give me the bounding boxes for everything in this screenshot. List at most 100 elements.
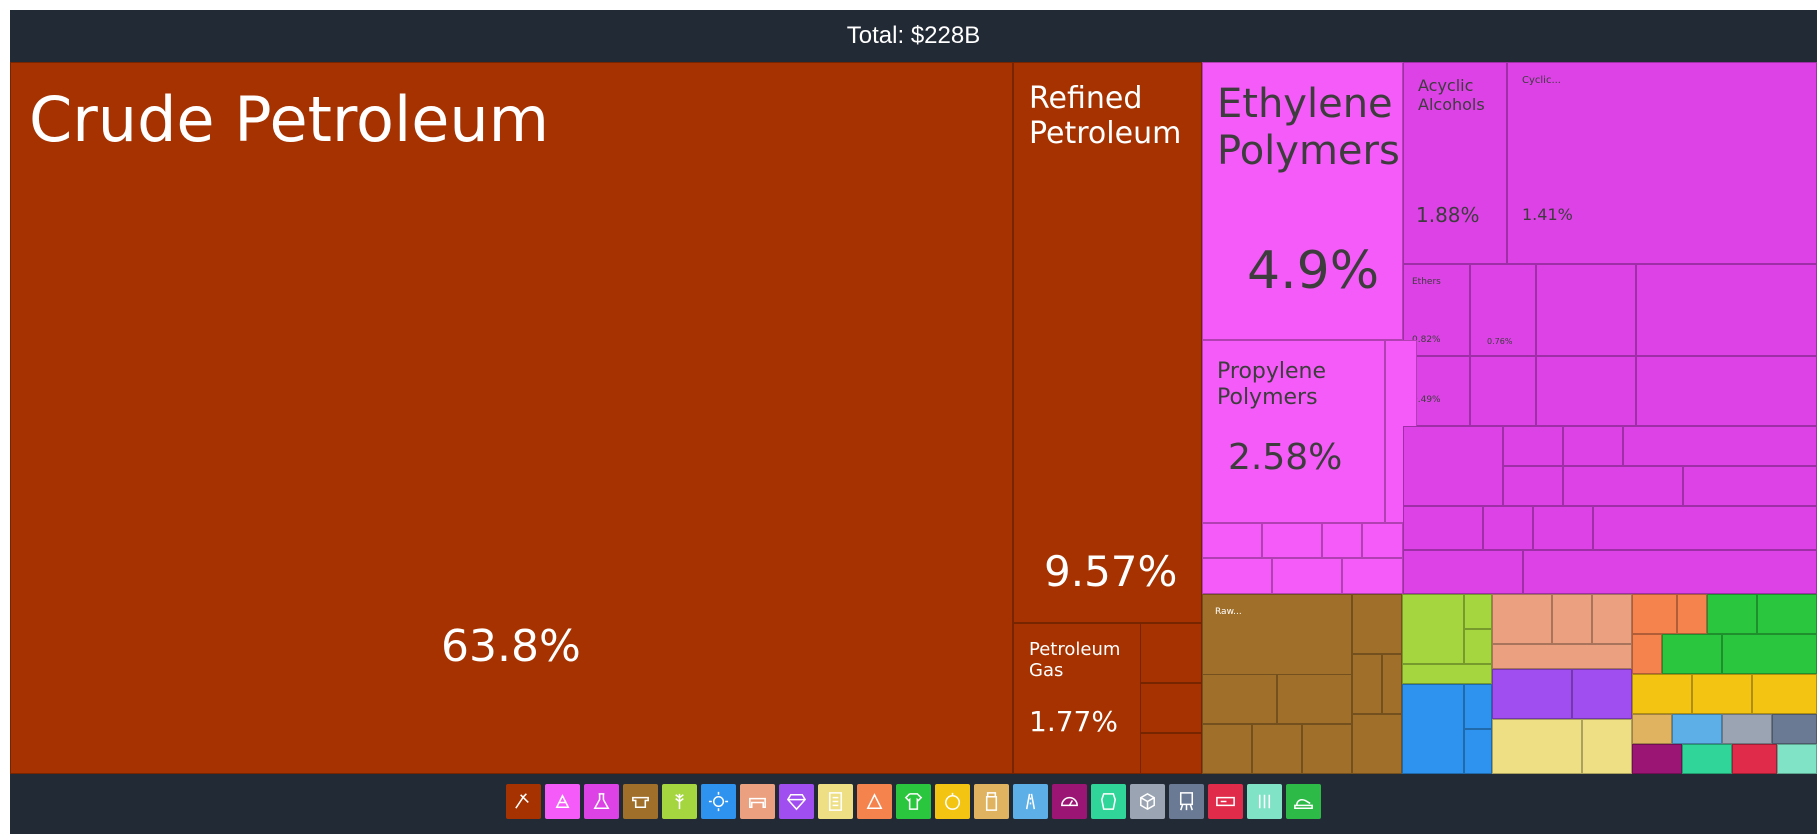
chemical-products-icon[interactable] [584, 784, 619, 819]
stone-glass-icon[interactable] [857, 784, 892, 819]
wood-products-icon[interactable] [974, 784, 1009, 819]
arts-antiques-icon[interactable] [1169, 784, 1204, 819]
precious-metals-icon[interactable] [779, 784, 814, 819]
treemap-tile[interactable] [1202, 523, 1262, 558]
treemap-tile[interactable] [1403, 550, 1523, 594]
vegetable-products-icon[interactable] [662, 784, 697, 819]
treemap-tile[interactable] [1302, 724, 1352, 774]
treemap-tile[interactable] [1707, 594, 1757, 634]
treemap-tile[interactable] [1464, 594, 1492, 629]
treemap-tile[interactable] [1382, 654, 1402, 714]
treemap-tile[interactable] [1772, 714, 1817, 744]
treemap-tile[interactable] [1572, 669, 1632, 719]
plastics-rubbers-icon[interactable] [545, 784, 580, 819]
treemap-tile[interactable] [1503, 466, 1563, 506]
treemap-tile[interactable] [1402, 664, 1492, 684]
treemap-tile[interactable] [1682, 744, 1732, 774]
treemap-tile[interactable] [1632, 634, 1662, 674]
treemap-tile[interactable] [1503, 426, 1563, 466]
treemap-tile[interactable] [1533, 506, 1593, 550]
treemap-tile[interactable] [1582, 719, 1632, 774]
treemap-tile[interactable] [1464, 629, 1492, 664]
metals-icon[interactable] [623, 784, 658, 819]
treemap-tile[interactable] [1662, 634, 1722, 674]
textiles-icon[interactable] [896, 784, 931, 819]
treemap-tile[interactable] [1362, 523, 1403, 558]
treemap-tile[interactable] [1202, 674, 1277, 724]
treemap-tile[interactable] [1464, 729, 1492, 774]
treemap-tile[interactable] [1593, 506, 1817, 550]
treemap-tile[interactable] [1272, 558, 1342, 594]
treemap-tile[interactable] [1632, 714, 1672, 744]
treemap-tile[interactable] [1563, 466, 1683, 506]
treemap-tile[interactable] [1632, 594, 1677, 634]
treemap-tile[interactable] [1492, 644, 1632, 669]
animal-vegetable-bi-products-icon[interactable] [1247, 784, 1282, 819]
treemap-tile[interactable] [1262, 523, 1322, 558]
treemap-tile[interactable]: 0.76% [1470, 264, 1536, 356]
treemap-tile[interactable] [1777, 744, 1817, 774]
treemap-tile[interactable] [1352, 594, 1402, 654]
treemap-tile[interactable]: Ethylene Polymers 4.9% [1202, 62, 1403, 340]
treemap-tile[interactable] [1732, 744, 1777, 774]
treemap-tile[interactable] [1402, 594, 1464, 664]
treemap-tile[interactable] [1752, 674, 1817, 714]
treemap-tile[interactable]: Cyclic... 1.41% [1507, 62, 1817, 264]
treemap-tile[interactable] [1536, 264, 1636, 356]
treemap-tile[interactable]: Refined Petroleum 9.57% [1013, 62, 1202, 623]
treemap-tile[interactable] [1470, 356, 1536, 426]
treemap-tile[interactable] [1592, 594, 1632, 644]
treemap-tile[interactable]: Propylene Polymers 2.58% [1202, 340, 1385, 523]
treemap-tile[interactable] [1523, 550, 1817, 594]
treemap-tile[interactable] [1636, 264, 1817, 356]
transportation-icon[interactable] [1013, 784, 1048, 819]
miscellaneous-icon[interactable] [1130, 784, 1165, 819]
treemap-tile[interactable] [1352, 714, 1402, 774]
treemap-tile[interactable] [1636, 356, 1817, 426]
treemap-tile[interactable] [1403, 506, 1483, 550]
treemap-tile[interactable] [1683, 466, 1817, 506]
treemap-tile[interactable] [1536, 356, 1636, 426]
tile-value: 1.88% [1416, 203, 1480, 227]
treemap-tile[interactable]: Acyclic Alcohols 1.88% [1403, 62, 1507, 264]
treemap-tile[interactable] [1140, 733, 1202, 774]
treemap-tile[interactable] [1632, 744, 1682, 774]
treemap-tile[interactable] [1252, 724, 1302, 774]
treemap-tile[interactable] [1722, 714, 1772, 744]
treemap-tile[interactable] [1322, 523, 1362, 558]
machines-icon[interactable] [701, 784, 736, 819]
treemap-tile[interactable] [1722, 634, 1817, 674]
mineral-products-icon[interactable] [506, 784, 541, 819]
treemap-tile[interactable] [1140, 683, 1202, 733]
treemap-tile[interactable]: Crude Petroleum 63.8% [10, 62, 1013, 774]
treemap-tile[interactable] [1483, 506, 1533, 550]
foodstuffs-icon[interactable] [935, 784, 970, 819]
treemap-tile[interactable] [1757, 594, 1817, 634]
instruments-icon[interactable] [1052, 784, 1087, 819]
treemap-tile[interactable] [1202, 724, 1252, 774]
animal-products-icon[interactable] [1091, 784, 1126, 819]
weapons-icon[interactable] [1208, 784, 1243, 819]
treemap-tile[interactable] [1563, 426, 1623, 466]
animal-hides-icon[interactable] [740, 784, 775, 819]
paper-goods-icon[interactable] [818, 784, 853, 819]
treemap-tile[interactable] [1492, 594, 1552, 644]
treemap-tile[interactable] [1492, 669, 1572, 719]
treemap-tile[interactable] [1692, 674, 1752, 714]
treemap-tile[interactable] [1277, 674, 1352, 724]
tile-value: 1.77% [1029, 705, 1118, 738]
treemap-tile[interactable] [1492, 719, 1582, 774]
treemap-tile[interactable] [1352, 654, 1382, 714]
footwear-headwear-icon[interactable] [1286, 784, 1321, 819]
treemap-tile[interactable] [1403, 426, 1503, 506]
treemap-tile[interactable] [1342, 558, 1403, 594]
treemap-tile[interactable] [1552, 594, 1592, 644]
treemap-tile[interactable] [1402, 684, 1464, 774]
treemap-tile[interactable] [1672, 714, 1722, 744]
treemap-tile[interactable] [1677, 594, 1707, 634]
treemap-tile[interactable] [1623, 426, 1817, 466]
treemap-tile[interactable] [1202, 558, 1272, 594]
treemap-tile[interactable] [1464, 684, 1492, 729]
treemap-tile[interactable] [1140, 623, 1202, 683]
treemap-tile[interactable] [1632, 674, 1692, 714]
